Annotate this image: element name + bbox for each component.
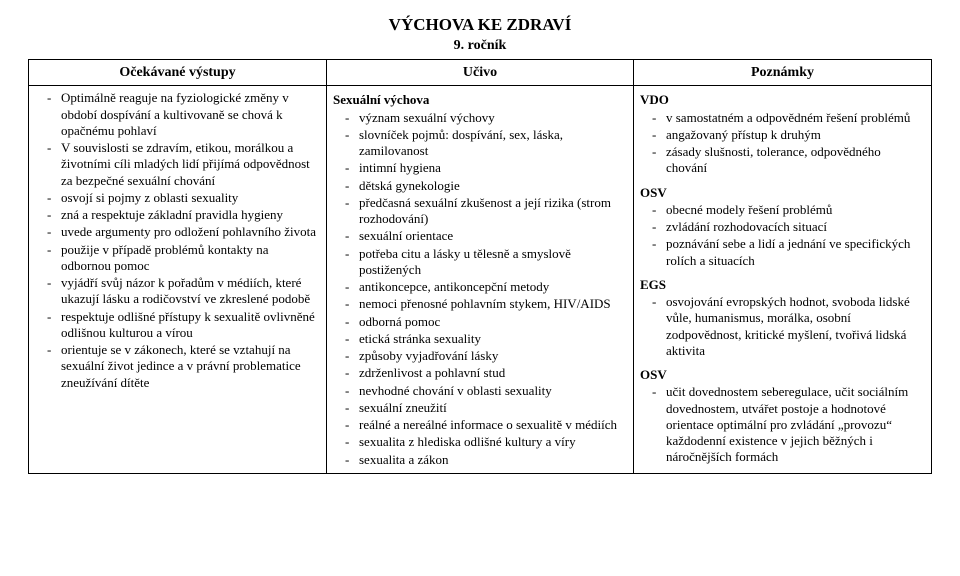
list-item: sexuální orientace	[349, 228, 627, 244]
list-item: intimní hygiena	[349, 160, 627, 176]
cell-notes: VDO v samostatném a odpovědném řešení pr…	[634, 86, 932, 474]
notes-head-egs: EGS	[640, 277, 925, 293]
content-section-head: Sexuální výchova	[333, 92, 627, 108]
notes-list-osv2: učit dovednostem seberegulace, učit soci…	[640, 384, 925, 465]
list-item: odborná pomoc	[349, 314, 627, 330]
list-item: angažovaný přístup k druhým	[656, 127, 925, 143]
list-item: způsoby vyjadřování lásky	[349, 348, 627, 364]
list-item: antikoncepce, antikoncepční metody	[349, 279, 627, 295]
list-item: v samostatném a odpovědném řešení problé…	[656, 110, 925, 126]
page-subtitle: 9. ročník	[28, 37, 932, 55]
list-item: reálné a nereálné informace o sexualitě …	[349, 417, 627, 433]
list-item: slovníček pojmů: dospívání, sex, láska, …	[349, 127, 627, 160]
list-item: obecné modely řešení problémů	[656, 202, 925, 218]
list-item: zná a respektuje základní pravidla hygie…	[51, 207, 320, 223]
list-item: vyjádří svůj názor k pořadům v médiích, …	[51, 275, 320, 308]
curriculum-table: Očekávané výstupy Učivo Poznámky Optimál…	[28, 59, 932, 474]
list-item: sexualita z hlediska odlišné kultury a v…	[349, 434, 627, 450]
notes-list-osv1: obecné modely řešení problémů zvládání r…	[640, 202, 925, 269]
cell-outcomes: Optimálně reaguje na fyziologické změny …	[29, 86, 327, 474]
list-item: předčasná sexuální zkušenost a její rizi…	[349, 195, 627, 228]
list-item: nemoci přenosné pohlavním stykem, HIV/AI…	[349, 296, 627, 312]
notes-list-vdo: v samostatném a odpovědném řešení problé…	[640, 110, 925, 177]
list-item: sexualita a zákon	[349, 452, 627, 468]
list-item: zvládání rozhodovacích situací	[656, 219, 925, 235]
list-item: význam sexuální výchovy	[349, 110, 627, 126]
list-item: sexuální zneužití	[349, 400, 627, 416]
notes-head-osv1: OSV	[640, 185, 925, 201]
col-header-content: Učivo	[326, 59, 633, 86]
document-page: VÝCHOVA KE ZDRAVÍ 9. ročník Očekávané vý…	[0, 0, 960, 576]
col-header-notes: Poznámky	[634, 59, 932, 86]
list-item: použije v případě problémů kontakty na o…	[51, 242, 320, 275]
list-item: poznávání sebe a lidí a jednání ve speci…	[656, 236, 925, 269]
list-item: osvojování evropských hodnot, svoboda li…	[656, 294, 925, 359]
list-item: respektuje odlišné přístupy k sexualitě …	[51, 309, 320, 342]
list-item: potřeba citu a lásky u tělesně a smyslov…	[349, 246, 627, 279]
list-item: orientuje se v zákonech, které se vztahu…	[51, 342, 320, 391]
page-title: VÝCHOVA KE ZDRAVÍ	[28, 14, 932, 35]
list-item: etická stránka sexuality	[349, 331, 627, 347]
content-list: význam sexuální výchovy slovníček pojmů:…	[333, 110, 627, 468]
notes-head-osv2: OSV	[640, 367, 925, 383]
list-item: učit dovednostem seberegulace, učit soci…	[656, 384, 925, 465]
col-header-outcomes: Očekávané výstupy	[29, 59, 327, 86]
cell-content: Sexuální výchova význam sexuální výchovy…	[326, 86, 633, 474]
list-item: V souvislosti se zdravím, etikou, morálk…	[51, 140, 320, 189]
list-item: Optimálně reaguje na fyziologické změny …	[51, 90, 320, 139]
list-item: zdrženlivost a pohlavní stud	[349, 365, 627, 381]
list-item: osvojí si pojmy z oblasti sexuality	[51, 190, 320, 206]
list-item: nevhodné chování v oblasti sexuality	[349, 383, 627, 399]
list-item: zásady slušnosti, tolerance, odpovědného…	[656, 144, 925, 177]
notes-head-vdo: VDO	[640, 92, 925, 108]
notes-list-egs: osvojování evropských hodnot, svoboda li…	[640, 294, 925, 359]
outcomes-list: Optimálně reaguje na fyziologické změny …	[35, 90, 320, 391]
list-item: uvede argumenty pro odložení pohlavního …	[51, 224, 320, 240]
list-item: dětská gynekologie	[349, 178, 627, 194]
